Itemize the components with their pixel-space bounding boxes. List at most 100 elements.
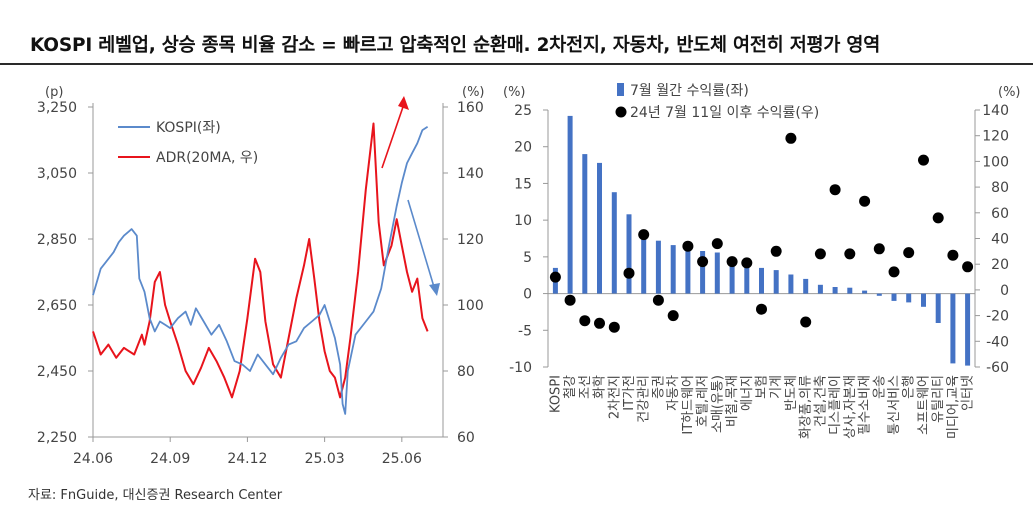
dot-21 [859,195,871,207]
y-left-tick-label: 0 [523,287,532,303]
bar-4 [611,192,617,294]
category-label-3: 화학 [593,375,608,399]
trend-down-arrow [407,199,435,288]
bar-28 [965,293,971,366]
category-label-14: 보험 [755,375,770,399]
bar-21 [862,290,868,294]
category-label-26: 유틸리티 [931,375,946,423]
source-note: 자료: FnGuide, 대신증권 Research Center [28,488,283,503]
y-left-tick-label: 3,050 [37,166,77,182]
bar-20 [847,287,853,294]
y-left-tick-label: 2,850 [37,232,77,248]
dot-19 [829,184,841,196]
dot-25 [918,154,929,166]
category-label-27: 미디어,교육 [946,375,961,439]
bar-9 [685,243,691,294]
dot-27 [947,249,959,261]
page-title: KOSPI 레벨업, 상승 종목 비율 감소 = 빠르고 압축적인 순환매. 2… [30,35,881,56]
y-right-tick-label: 140 [982,103,1009,119]
y-right-tick-label: 160 [457,100,484,116]
dot-12 [726,256,738,268]
bar-12 [729,259,735,294]
dot-11 [711,238,723,250]
dot-16 [785,132,797,144]
bar-6 [641,233,647,294]
dot-0 [549,271,561,283]
dot-9 [682,240,694,252]
dot-20 [844,248,856,260]
left-unit-label: (%) [503,85,526,100]
y-left-tick-label: 2,250 [37,430,77,446]
legend-adr-label: ADR(20MA, 우) [156,150,258,166]
dot-15 [770,245,782,257]
legend-dot-swatch [615,106,627,118]
bar-11 [714,252,720,294]
bar-3 [597,162,602,294]
y-left-tick-label: -5 [518,323,532,339]
dot-2 [579,315,591,327]
dot-7 [652,294,664,306]
legend-bar-label: 7월 월간 수익률(좌) [630,83,749,99]
y-right-tick-label: 20 [991,257,1009,273]
y-left-tick-label: 2,450 [37,364,77,380]
category-label-25: 소프트웨어 [917,375,932,435]
y-right-tick-label: 0 [1000,283,1009,299]
left-unit-label: (p) [45,85,63,100]
bar-26 [935,293,941,323]
y-right-tick-label: 80 [457,364,475,380]
bar-25 [921,293,926,307]
category-label-7: 증권 [651,375,666,399]
x-tick-label: 24.06 [73,451,113,467]
y-left-tick-label: -10 [509,360,532,376]
dot-10 [697,256,709,268]
title-divider [0,63,1033,65]
right-unit-label: (%) [998,85,1021,100]
category-label-20: 상사,자본재 [843,375,858,439]
dot-18 [814,248,826,260]
category-label-21: 필수소비재 [858,375,873,435]
x-tick-label: 25.06 [382,451,422,467]
dot-26 [932,212,944,224]
bar-15 [773,270,779,294]
dot-3 [594,317,605,329]
dot-28 [962,261,974,273]
dot-6 [638,229,650,241]
bar-7 [655,240,661,294]
bar-16 [788,274,794,294]
dot-24 [903,247,915,259]
category-label-18: 건설,건축 [813,375,828,427]
dot-14 [756,303,767,315]
legend-bar-swatch [617,83,624,96]
y-left-tick-label: 20 [514,140,532,156]
bar-1 [567,115,573,294]
y-right-tick-label: 60 [457,430,475,446]
dot-13 [741,257,753,269]
y-left-tick-label: 15 [514,176,532,192]
bar-22 [876,293,882,296]
right-unit-label: (%) [462,85,485,100]
category-label-11: 소매(유통) [710,375,725,433]
y-left-tick-label: 5 [523,250,532,266]
bar-19 [832,287,838,294]
bar-2 [582,154,588,294]
category-label-13: 에너지 [740,375,755,411]
y-right-tick-label: 100 [982,154,1009,170]
y-left-tick-label: 2,650 [37,298,77,314]
bar-13 [744,259,750,294]
y-right-tick-label: 120 [982,129,1009,145]
category-label-9: IT하드웨어 [681,375,696,435]
category-label-22: 운송 [872,375,887,399]
legend-kospi-label: KOSPI(좌) [156,120,221,136]
x-tick-label: 25.03 [305,451,345,467]
category-label-5: IT가전 [622,375,637,411]
category-label-19: 디스플레이 [828,375,843,435]
bar-24 [906,293,912,303]
legend-dot-label: 24년 7월 11일 이후 수익률(우) [630,105,819,121]
category-label-16: 반도체 [784,375,799,411]
y-right-tick-label: -60 [986,360,1009,376]
kospi-series-line [92,126,429,415]
category-label-12: 비철,목재 [725,375,740,427]
dot-8 [667,310,679,322]
